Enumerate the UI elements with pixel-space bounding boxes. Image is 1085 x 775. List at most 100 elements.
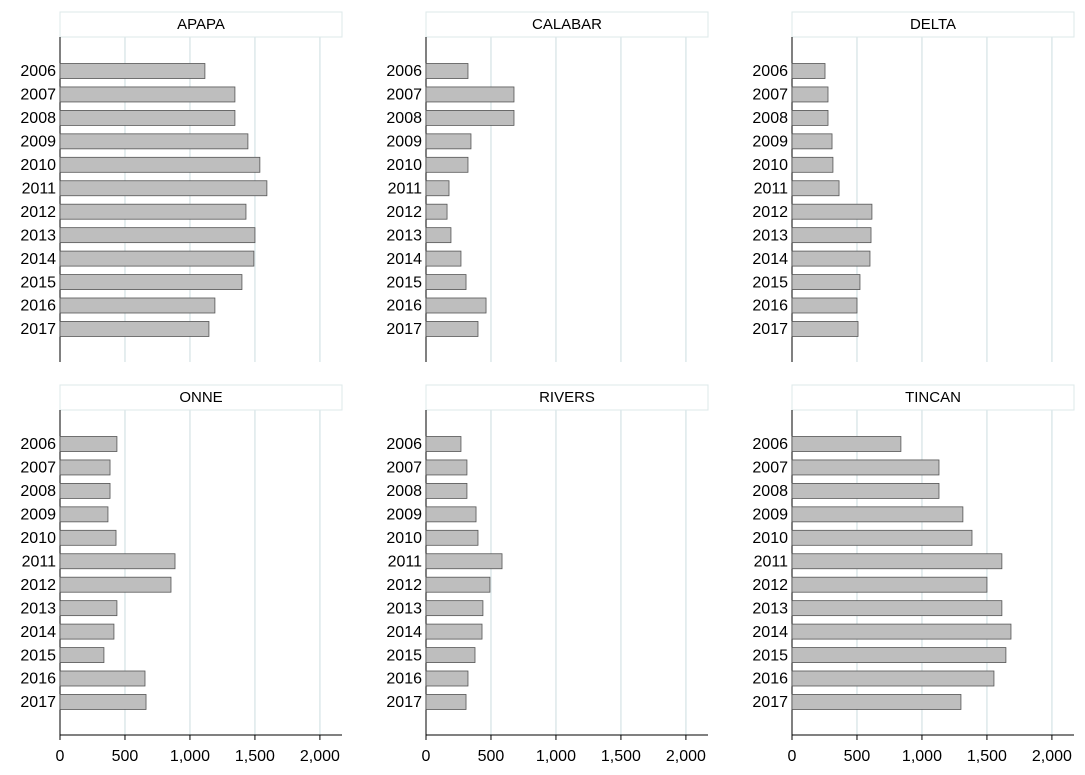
bar: [59, 576, 172, 593]
bar: [425, 227, 452, 244]
panel-title: TINCAN: [905, 389, 961, 406]
bar: [59, 600, 118, 617]
bar: [59, 623, 115, 640]
y-tick-label: 2012: [752, 204, 788, 221]
y-tick-label: 2008: [20, 110, 56, 127]
bar: [791, 553, 1003, 570]
bar: [425, 297, 487, 314]
title-box: [59, 384, 343, 411]
y-tick-label: 2007: [386, 87, 422, 104]
y-tick-label: 2007: [386, 460, 422, 477]
bar: [791, 459, 940, 476]
bar: [59, 436, 118, 452]
y-tick-label: 2006: [386, 63, 422, 80]
y-tick-label: 2009: [752, 134, 788, 151]
bar: [59, 156, 261, 173]
bar: [59, 227, 256, 244]
x-tick-label: 1,500: [967, 748, 1007, 765]
y-tick-label: 2007: [20, 87, 56, 104]
y-tick-label: 2007: [752, 460, 788, 477]
bar: [59, 459, 111, 476]
bar: [59, 647, 105, 663]
y-tick-label: 2016: [386, 298, 422, 315]
x-tick-label: 1,000: [902, 748, 942, 765]
title-box: [59, 11, 343, 38]
bar: [791, 506, 964, 523]
bar: [425, 529, 479, 546]
bar: [425, 203, 448, 220]
x-tick-label: 500: [112, 748, 139, 765]
y-tick-label: 2007: [752, 87, 788, 104]
bar: [791, 203, 873, 220]
bar: [791, 110, 829, 126]
y-tick-label: 2006: [20, 436, 56, 453]
y-tick-label: 2009: [386, 507, 422, 524]
y-tick-label: 2015: [20, 274, 56, 291]
bar: [425, 600, 484, 617]
x-tick-label: 2,000: [300, 748, 340, 765]
y-tick-label: 2008: [752, 483, 788, 500]
bar: [791, 436, 902, 452]
panel-title: ONNE: [179, 389, 222, 406]
y-tick-label: 2009: [20, 507, 56, 524]
y-tick-label: 2016: [20, 298, 56, 315]
bar: [59, 250, 255, 267]
y-tick-label: 2009: [386, 134, 422, 151]
y-tick-label: 2014: [752, 624, 788, 641]
y-tick-label: 2010: [386, 157, 422, 174]
y-tick-label: 2017: [386, 694, 422, 711]
x-tick-label: 0: [788, 748, 797, 765]
bar: [59, 274, 243, 290]
bar: [791, 694, 962, 710]
title-box: [425, 384, 709, 411]
y-tick-label: 2011: [388, 553, 423, 570]
y-tick-label: 2013: [752, 227, 788, 244]
y-tick-label: 2014: [752, 251, 788, 268]
y-tick-label: 2011: [754, 180, 789, 197]
bar: [59, 553, 176, 570]
y-tick-label: 2015: [20, 647, 56, 664]
bar: [425, 86, 515, 103]
y-tick-label: 2008: [386, 483, 422, 500]
bar: [59, 86, 236, 103]
x-tick-label: 2,000: [666, 748, 706, 765]
bar: [425, 553, 503, 570]
bar: [791, 86, 829, 103]
bar: [425, 694, 467, 710]
bar: [425, 647, 476, 663]
x-tick-label: 0: [422, 748, 431, 765]
bar: [791, 321, 859, 337]
panel-title: CALABAR: [532, 16, 602, 33]
y-tick-label: 2006: [386, 436, 422, 453]
title-box: [425, 11, 709, 38]
y-tick-label: 2017: [20, 321, 56, 338]
bar: [59, 321, 210, 337]
bar: [425, 321, 479, 337]
y-tick-label: 2017: [386, 321, 422, 338]
y-tick-label: 2014: [386, 624, 422, 641]
bar: [59, 482, 111, 499]
title-box: [791, 384, 1075, 411]
bar: [791, 133, 833, 150]
x-tick-label: 2,000: [1032, 748, 1072, 765]
y-tick-label: 2012: [752, 577, 788, 594]
bar: [59, 203, 247, 220]
bar: [791, 297, 858, 314]
bar: [425, 576, 491, 593]
bar: [425, 459, 468, 476]
bar: [425, 156, 469, 173]
y-tick-label: 2017: [20, 694, 56, 711]
x-tick-label: 1,500: [235, 748, 275, 765]
bar: [425, 110, 515, 126]
x-tick-label: 1,500: [601, 748, 641, 765]
bar: [791, 623, 1012, 640]
bar: [425, 250, 462, 267]
y-tick-label: 2013: [20, 227, 56, 244]
y-tick-label: 2016: [752, 298, 788, 315]
y-tick-label: 2014: [20, 624, 56, 641]
y-tick-label: 2006: [752, 436, 788, 453]
y-tick-label: 2015: [386, 274, 422, 291]
y-tick-label: 2016: [20, 671, 56, 688]
y-tick-label: 2006: [20, 63, 56, 80]
bar: [59, 297, 216, 314]
